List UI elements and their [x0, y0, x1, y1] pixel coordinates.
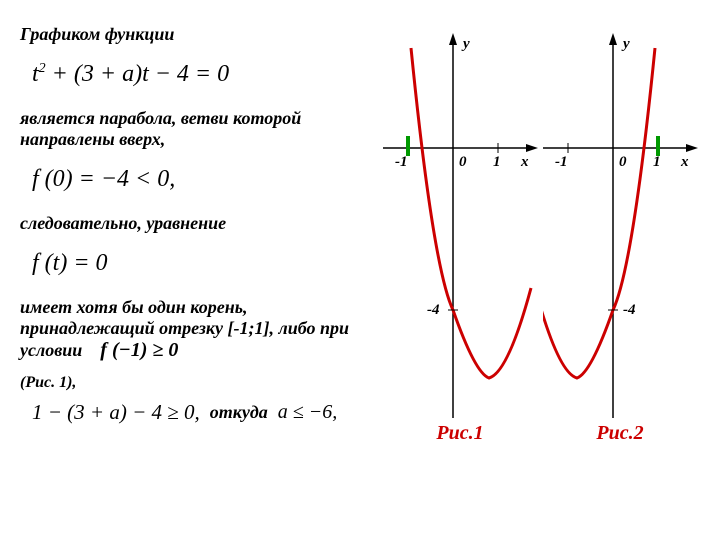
para-3: следовательно, уравнение [20, 213, 380, 234]
parabola-curve [543, 48, 655, 378]
figure-2: y x -1 0 1 -4 Рис.2 [543, 18, 698, 445]
tick-label-neg1: -1 [555, 154, 568, 170]
y-value-neg4: -4 [427, 302, 440, 318]
para-4: имеет хотя бы один корень, принадлежащий… [20, 297, 380, 362]
tick-label-1: 1 [653, 154, 661, 170]
equation-1: t2 + (3 + a)t − 4 = 0 [32, 61, 380, 88]
y-arrow-icon [449, 33, 457, 45]
y-arrow-icon [609, 33, 617, 45]
figure-2-caption: Рис.2 [596, 422, 643, 445]
tick-label-0: 0 [619, 154, 627, 170]
title: Графиком функции [20, 24, 380, 45]
y-value-neg4: -4 [623, 302, 636, 318]
result: a ≤ −6, [278, 401, 337, 424]
tick-label-1: 1 [493, 154, 501, 170]
ref-1: (Рис. 1), [20, 374, 380, 392]
equation-3: f (t) = 0 [32, 250, 380, 277]
equation-4: 1 − (3 + a) − 4 ≥ 0, [32, 400, 200, 425]
x-label: x [520, 154, 529, 170]
parabola-curve [411, 48, 531, 378]
y-label: y [621, 36, 630, 52]
x-arrow-icon [526, 144, 538, 152]
para-2: является парабола, ветви которой направл… [20, 108, 380, 150]
x-label: x [680, 154, 689, 170]
tick-label-neg1: -1 [395, 154, 408, 170]
x-arrow-icon [686, 144, 698, 152]
figure-1-caption: Рис.1 [436, 422, 483, 445]
tick-label-0: 0 [459, 154, 467, 170]
para-4-text: имеет хотя бы один корень, принадлежащий… [20, 297, 349, 360]
condition-1: f (−1) ≥ 0 [100, 339, 178, 361]
equation-2: f (0) = −4 < 0, [32, 166, 380, 193]
y-label: y [461, 36, 470, 52]
whence: откуда [210, 402, 268, 423]
figure-1: y x -1 0 1 -4 Рис.1 [383, 18, 538, 445]
